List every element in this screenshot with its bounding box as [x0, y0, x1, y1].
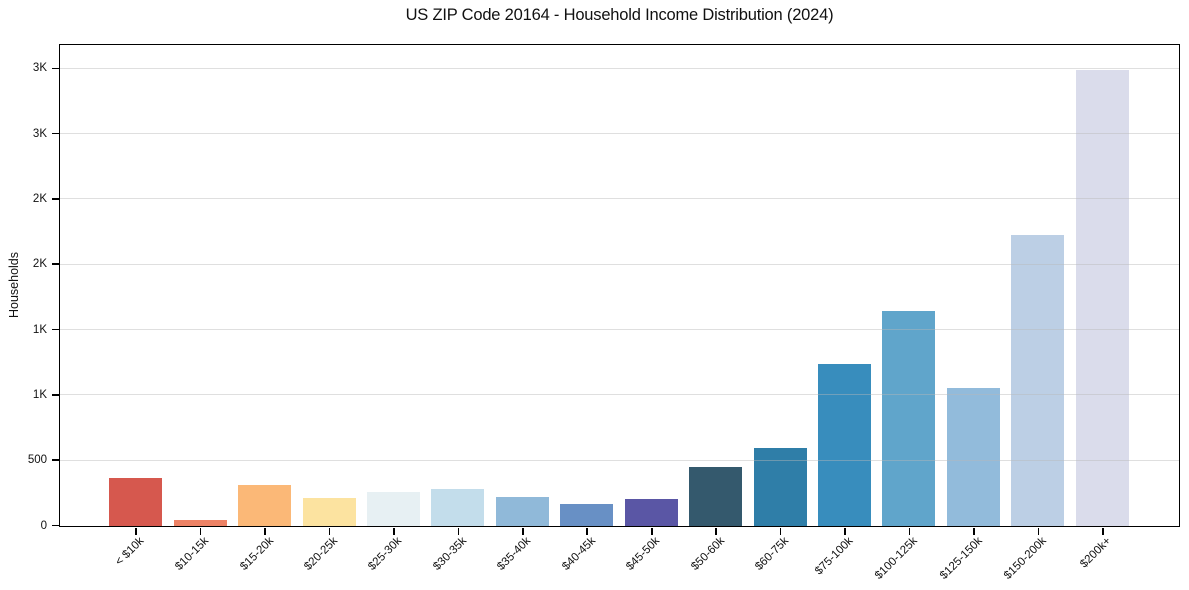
- y-tick-label: 1K: [32, 388, 47, 401]
- y-tick-label: 1K: [32, 323, 47, 336]
- plot-area: [59, 44, 1180, 527]
- gridline: [60, 394, 1179, 396]
- y-tick-label: 2K: [32, 258, 47, 271]
- gridline: [60, 67, 1179, 69]
- x-tick-mark: [457, 528, 460, 535]
- gridline: [60, 198, 1179, 200]
- x-tick-mark: [522, 528, 524, 535]
- x-tick-label: $150-200k: [1001, 535, 1049, 582]
- x-tick-label: $35-40k: [495, 535, 534, 573]
- x-tick-label: $100-125k: [873, 535, 920, 582]
- y-tick-label: 3K: [32, 127, 47, 140]
- x-tick-mark: [586, 528, 589, 535]
- bar-45-50k: [624, 498, 678, 526]
- x-tick-label: $10-15k: [173, 535, 212, 573]
- x-tick-mark: [199, 528, 202, 535]
- x-tick-mark: [973, 528, 975, 535]
- x-tick-mark: [844, 528, 846, 535]
- bar-10-15k: [173, 520, 227, 526]
- x-tick-label: $75-100k: [813, 535, 856, 578]
- bar-25-30k: [366, 492, 420, 526]
- y-tick-mark: [52, 394, 59, 396]
- x-tick-label: $200k+: [1077, 535, 1114, 571]
- y-tick-mark: [52, 263, 59, 266]
- x-tick-label: $25-30k: [366, 535, 405, 573]
- bar-60-75k: [753, 448, 807, 526]
- x-tick-mark: [393, 528, 395, 535]
- bar-75-100k: [818, 364, 872, 526]
- x-tick-label: $125-150k: [937, 535, 985, 582]
- y-tick-label: 0: [40, 519, 47, 532]
- bar-10k: [109, 477, 163, 526]
- bar-200k: [1075, 69, 1129, 526]
- y-tick-mark: [52, 459, 59, 461]
- y-tick-mark: [52, 67, 59, 70]
- gridline: [60, 263, 1179, 265]
- bar-30-35k: [431, 489, 485, 526]
- bar-15-20k: [238, 484, 292, 526]
- x-tick-label: $40-45k: [559, 535, 598, 573]
- x-tick-label: $60-75k: [753, 535, 792, 573]
- x-tick-label: $20-25k: [302, 535, 341, 573]
- bar-50-60k: [689, 467, 743, 526]
- bar-35-40k: [495, 496, 549, 526]
- x-tick-mark: [135, 528, 137, 535]
- gridline: [60, 459, 1179, 461]
- x-tick-label: $45-50k: [624, 535, 663, 573]
- x-tick-mark: [779, 528, 782, 535]
- x-tick-label: < $10k: [113, 535, 147, 569]
- y-tick-mark: [52, 328, 59, 331]
- x-tick-mark: [264, 528, 266, 535]
- x-tick-label: $30-35k: [431, 535, 469, 573]
- y-tick-mark: [52, 524, 59, 527]
- bar-150-200k: [1011, 234, 1065, 526]
- x-tick-label: $50-60k: [688, 535, 727, 573]
- x-tick-mark: [328, 528, 331, 535]
- bar-100-125k: [882, 311, 936, 526]
- bar-40-45k: [560, 503, 614, 526]
- y-tick-label: 500: [27, 454, 47, 467]
- x-tick-mark: [1101, 528, 1104, 535]
- x-tick-mark: [650, 528, 653, 535]
- bar-20-25k: [302, 497, 356, 526]
- y-tick-label: 3K: [32, 62, 47, 75]
- y-tick-mark: [52, 132, 59, 135]
- y-tick-mark: [52, 198, 59, 200]
- x-tick-mark: [715, 528, 717, 535]
- x-tick-mark: [1037, 528, 1040, 535]
- gridline: [60, 329, 1179, 331]
- x-tick-label: $15-20k: [237, 535, 276, 573]
- gridline: [60, 133, 1179, 135]
- chart-title: US ZIP Code 20164 - Household Income Dis…: [405, 6, 834, 24]
- x-tick-mark: [908, 528, 911, 535]
- bar-125-150k: [946, 387, 1000, 526]
- y-tick-label: 2K: [32, 192, 47, 205]
